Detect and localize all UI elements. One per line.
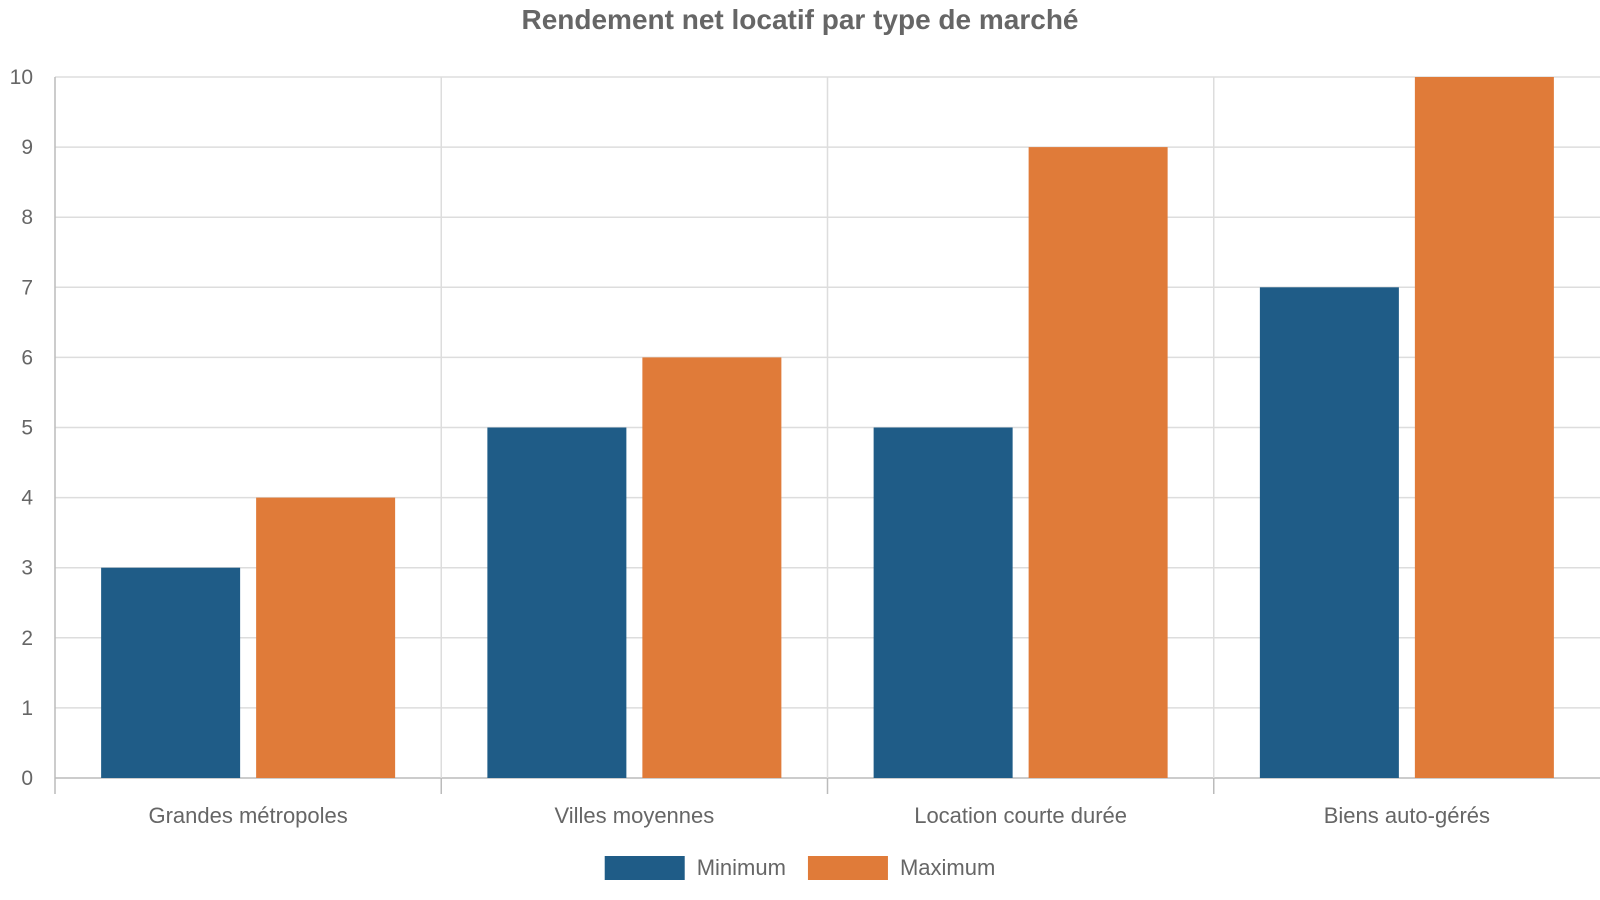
y-tick-label: 6 <box>21 346 33 369</box>
axes <box>54 778 1215 794</box>
y-tick-label: 7 <box>21 276 33 299</box>
x-category-label: Biens auto-gérés <box>1324 803 1490 828</box>
chart-title: Rendement net locatif par type de marché <box>521 4 1078 35</box>
y-tick-label: 3 <box>21 557 33 580</box>
y-axis-tick-labels: 0 1 2 3 4 5 6 7 8 9 10 <box>10 66 34 790</box>
y-tick-label: 10 <box>10 66 33 89</box>
x-axis-category-labels: Grandes métropoles Villes moyennes Locatio… <box>148 803 1490 828</box>
bar-minimum-4 <box>1259 287 1399 778</box>
bar-minimum-3 <box>873 427 1013 778</box>
y-tick-label: 4 <box>21 487 33 510</box>
bar-maximum-2 <box>642 357 782 778</box>
bar-maximum-4 <box>1414 77 1554 778</box>
bar-maximum-1 <box>256 497 396 778</box>
y-tick-label: 8 <box>21 206 33 229</box>
legend-label: Minimum <box>697 855 786 880</box>
bars <box>101 77 1554 779</box>
legend-label: Maximum <box>900 855 995 880</box>
y-tick-label: 2 <box>21 627 33 650</box>
x-category-label: Grandes métropoles <box>148 803 347 828</box>
bar-minimum-2 <box>487 427 627 778</box>
y-tick-label: 1 <box>21 697 33 720</box>
y-tick-label: 9 <box>21 136 33 159</box>
legend-swatch-maximum <box>807 856 888 880</box>
legend: Minimum Maximum <box>604 855 995 880</box>
x-category-label: Location courte durée <box>914 803 1127 828</box>
legend-swatch-minimum <box>604 856 685 880</box>
x-category-label: Villes moyennes <box>554 803 714 828</box>
bar-minimum-1 <box>101 567 241 778</box>
bar-maximum-3 <box>1028 147 1168 779</box>
y-tick-label: 0 <box>21 767 33 790</box>
y-tick-label: 5 <box>21 417 33 440</box>
